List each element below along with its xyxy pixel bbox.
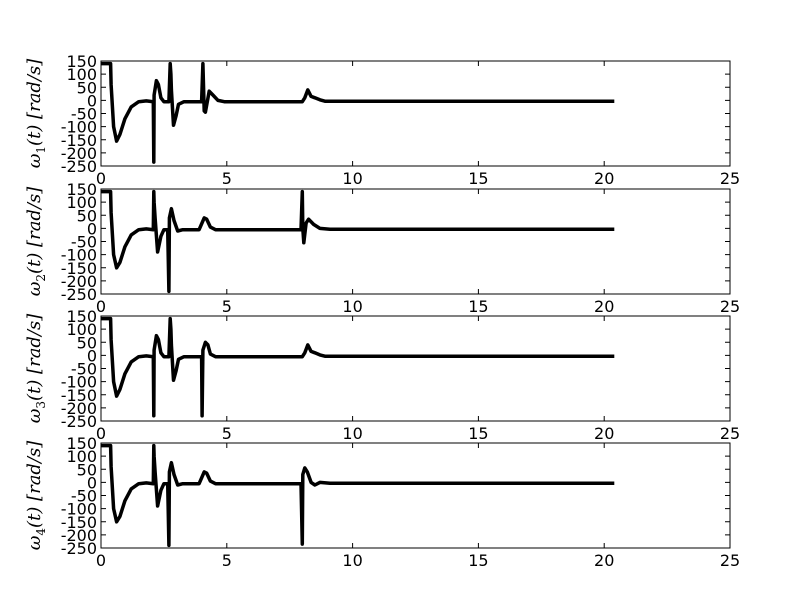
y-tick-label: -200 (61, 272, 97, 291)
x-tick-label: 5 (222, 551, 232, 570)
y-tick-label: -100 (61, 373, 97, 392)
y-axis-label: ω4(t) [rad/s] (24, 440, 48, 551)
y-tick-label: -200 (61, 399, 97, 418)
y-axis-label-units: (t) [rad/s] (24, 58, 45, 146)
y-axis-label-symbol: ω (24, 408, 45, 423)
y-tick-label: -150 (61, 386, 97, 405)
y-tick-label: 0 (87, 219, 97, 238)
x-tick-label: 10 (342, 424, 362, 443)
y-tick-label: 0 (87, 346, 97, 365)
y-tick-label: 150 (66, 307, 97, 326)
y-tick-label: -50 (71, 233, 97, 252)
y-tick-label: -100 (61, 246, 97, 265)
x-tick-label: 20 (594, 169, 614, 188)
y-tick-label: -150 (61, 513, 97, 532)
x-tick-label: 20 (594, 297, 614, 316)
x-tick-label: 0 (96, 297, 106, 316)
x-tick-label: 10 (342, 551, 362, 570)
y-axis-label: ω2(t) [rad/s] (24, 186, 48, 297)
x-tick-label: 15 (468, 169, 488, 188)
y-tick-label: -150 (61, 131, 97, 150)
y-tick-label: -150 (61, 259, 97, 278)
y-tick-label: -100 (61, 500, 97, 519)
x-tick-label: 15 (468, 424, 488, 443)
y-tick-label: 50 (77, 206, 97, 225)
x-tick-label: 5 (222, 424, 232, 443)
y-tick-label: 150 (66, 434, 97, 453)
y-tick-label: 100 (66, 65, 97, 84)
x-tick-label: 20 (594, 551, 614, 570)
y-tick-label: 50 (77, 78, 97, 97)
x-tick-label: 5 (222, 297, 232, 316)
y-axis-label-symbol: ω (24, 535, 45, 550)
series-line-omega-1 (101, 61, 615, 164)
x-tick-label: 0 (96, 169, 106, 188)
y-axis-label-units: (t) [rad/s] (24, 313, 45, 401)
series-line-omega-3 (101, 316, 615, 418)
y-tick-label: 150 (66, 52, 97, 71)
x-tick-label: 10 (342, 169, 362, 188)
y-tick-label: -50 (71, 487, 97, 506)
y-axis-label-subscript: 1 (34, 146, 48, 154)
y-axis-label-subscript: 3 (34, 401, 48, 409)
x-tick-label: 0 (96, 551, 106, 570)
y-tick-label: 50 (77, 460, 97, 479)
y-tick-label: -250 (61, 539, 97, 558)
x-tick-label: 20 (594, 424, 614, 443)
plot-area (100, 442, 731, 549)
x-tick-label: 5 (222, 169, 232, 188)
y-axis-label-symbol: ω (24, 281, 45, 296)
y-tick-label: 50 (77, 333, 97, 352)
y-tick-label: -200 (61, 526, 97, 545)
y-axis-label: ω3(t) [rad/s] (24, 313, 48, 424)
y-axis-label-subscript: 2 (34, 274, 48, 282)
y-tick-label: 100 (66, 320, 97, 339)
y-tick-label: -250 (61, 412, 97, 431)
x-tick-label: 10 (342, 297, 362, 316)
x-tick-label: 15 (468, 551, 488, 570)
y-axis-label-units: (t) [rad/s] (24, 186, 45, 274)
x-tick-label: 25 (720, 424, 740, 443)
y-tick-label: -250 (61, 157, 97, 176)
x-tick-label: 0 (96, 424, 106, 443)
y-tick-label: 150 (66, 180, 97, 199)
y-tick-label: -250 (61, 285, 97, 304)
series-line-omega-4 (101, 443, 615, 548)
x-tick-label: 25 (720, 297, 740, 316)
x-tick-label: 25 (720, 169, 740, 188)
y-axis-label-symbol: ω (24, 153, 45, 168)
y-tick-label: 0 (87, 473, 97, 492)
x-tick-label: 15 (468, 297, 488, 316)
plot-area (100, 188, 731, 295)
series-line-omega-2 (101, 189, 615, 294)
y-tick-label: -50 (71, 105, 97, 124)
y-axis-label-units: (t) [rad/s] (24, 440, 45, 528)
y-tick-label: -100 (61, 118, 97, 137)
x-tick-label: 25 (720, 551, 740, 570)
plot-area (100, 315, 731, 422)
y-tick-label: 100 (66, 193, 97, 212)
y-tick-label: 0 (87, 91, 97, 110)
y-axis-label: ω1(t) [rad/s] (24, 58, 48, 169)
y-tick-label: -50 (71, 360, 97, 379)
y-tick-label: -200 (61, 144, 97, 163)
y-axis-label-subscript: 4 (34, 528, 48, 536)
plot-area (100, 60, 731, 167)
y-tick-label: 100 (66, 447, 97, 466)
